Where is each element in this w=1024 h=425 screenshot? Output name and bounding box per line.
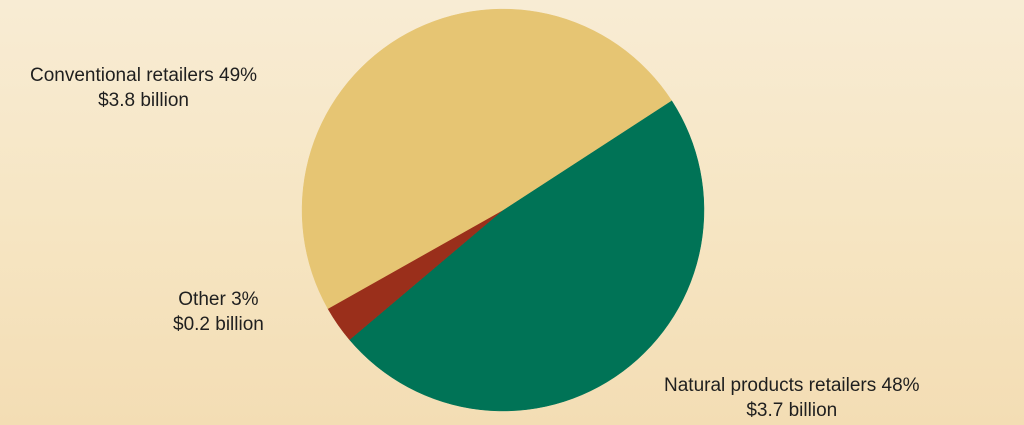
pie-slice-natural-products-retailers (349, 100, 705, 412)
label-other: Other 3% $0.2 billion (173, 287, 264, 337)
label-conventional-retailers-line1: Conventional retailers 49% (30, 65, 258, 86)
label-other-line1: Other 3% (178, 289, 259, 310)
label-conventional-retailers: Conventional retailers 49% $3.8 billion (30, 63, 257, 113)
label-natural-products-retailers-line2: $3.7 billion (746, 400, 838, 421)
label-natural-products-retailers-line1: Natural products retailers 48% (664, 375, 920, 396)
pie-slices (301, 8, 705, 412)
label-natural-products-retailers: Natural products retailers 48% $3.7 bill… (664, 373, 920, 423)
label-conventional-retailers-line2: $3.8 billion (98, 90, 189, 111)
pie-slice-conventional-retailers (301, 8, 672, 310)
label-other-line2: $0.2 billion (173, 314, 264, 335)
